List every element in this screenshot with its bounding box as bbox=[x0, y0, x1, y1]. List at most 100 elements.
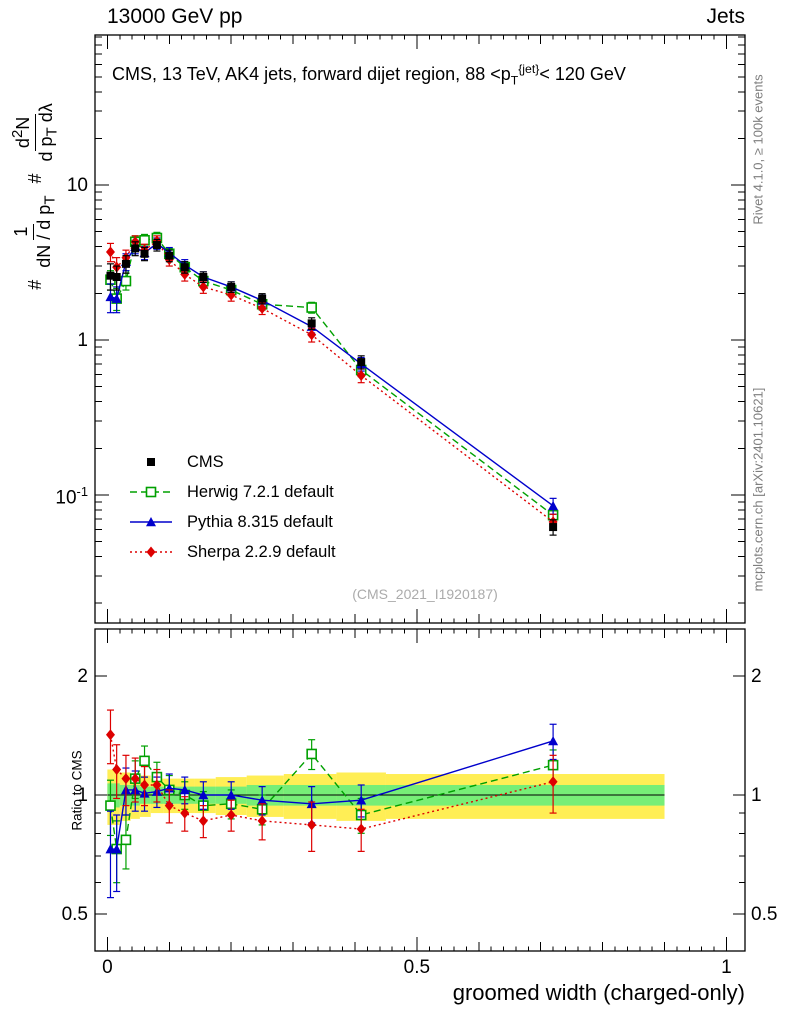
ylabel-frac1-numerator: 1 bbox=[10, 223, 34, 240]
plot-title-text: CMS, 13 TeV, AK4 jets, forward dijet reg… bbox=[112, 64, 511, 84]
legend-label: Herwig 7.2.1 default bbox=[187, 482, 334, 501]
beam-energy-label: 13000 GeV pp bbox=[107, 5, 243, 28]
ylabel-frac2-numerator: d2N bbox=[8, 113, 36, 152]
data-marker bbox=[549, 523, 558, 532]
data-marker bbox=[105, 800, 116, 811]
legend-marker-herwig-7-2-1-default-icon bbox=[130, 486, 172, 498]
x-axis-title: groomed width (charged-only) bbox=[452, 980, 745, 1005]
legend-item-cms: CMS bbox=[128, 447, 336, 477]
y-tick-label-ratio-left: 2 bbox=[77, 666, 88, 687]
data-marker bbox=[152, 779, 162, 791]
data-marker bbox=[306, 302, 317, 313]
data-marker bbox=[106, 271, 115, 280]
legend-item-herwig-7-2-1-default: Herwig 7.2.1 default bbox=[128, 477, 336, 507]
data-marker bbox=[180, 268, 190, 280]
legend: CMS Herwig 7.2.1 default Pythia 8.315 defa… bbox=[128, 447, 336, 567]
data-marker bbox=[140, 779, 150, 791]
y-tick-label-main: 10 bbox=[66, 175, 88, 197]
data-marker bbox=[121, 259, 130, 268]
data-marker bbox=[165, 251, 174, 260]
data-marker bbox=[179, 784, 190, 795]
plot-title-suffix: < 120 GeV bbox=[539, 64, 626, 84]
data-marker bbox=[111, 844, 122, 854]
data-marker bbox=[357, 358, 366, 367]
plot-title: CMS, 13 TeV, AK4 jets, forward dijet reg… bbox=[112, 62, 626, 88]
ratio-uncertainty-bands bbox=[107, 769, 665, 825]
series-cms-main bbox=[106, 238, 558, 536]
data-marker bbox=[307, 329, 317, 341]
y-tick-label-ratio-right: 2 bbox=[751, 666, 762, 687]
data-marker bbox=[145, 486, 157, 498]
data-marker bbox=[180, 263, 189, 272]
plot-title-sup: {jet} bbox=[518, 62, 540, 76]
data-marker bbox=[131, 244, 140, 253]
data-marker bbox=[198, 789, 209, 800]
data-marker bbox=[164, 800, 174, 812]
data-marker bbox=[198, 815, 208, 827]
data-marker bbox=[199, 272, 208, 281]
data-marker bbox=[307, 819, 317, 831]
legend-marker-pythia-8-315-default-icon bbox=[130, 517, 172, 527]
data-marker bbox=[112, 272, 121, 281]
legend-marker-sherpa-2-2-9-default-icon bbox=[130, 546, 172, 558]
y-tick-label-main: 10-1 bbox=[55, 483, 88, 509]
data-marker bbox=[146, 546, 156, 558]
legend-label: Sherpa 2.2.9 default bbox=[187, 542, 336, 561]
data-marker bbox=[112, 764, 122, 776]
data-marker bbox=[257, 795, 268, 805]
data-marker bbox=[226, 789, 237, 800]
data-marker bbox=[120, 275, 132, 287]
legend-label: CMS bbox=[187, 452, 224, 471]
data-marker bbox=[180, 807, 190, 819]
ylabel-frac1-denominator: dN / d pT bbox=[33, 195, 59, 268]
data-marker bbox=[226, 809, 236, 821]
data-marker bbox=[139, 234, 150, 246]
data-marker bbox=[111, 293, 122, 303]
legend-label: Pythia 8.315 default bbox=[187, 512, 333, 531]
plot-title-sub: T bbox=[510, 73, 519, 88]
data-marker bbox=[105, 729, 115, 741]
y-tick-label-ratio-right: 0.5 bbox=[751, 903, 778, 925]
data-marker bbox=[227, 282, 236, 291]
y-tick-label-ratio-left: 0.5 bbox=[61, 903, 88, 925]
data-marker bbox=[146, 517, 156, 527]
data-marker bbox=[120, 834, 132, 846]
data-marker bbox=[548, 735, 559, 746]
analysis-id-watermark: (CMS_2021_I1920187) bbox=[352, 586, 498, 602]
x-tick-label: 0.5 bbox=[403, 957, 431, 978]
x-tick-label: 1 bbox=[721, 957, 732, 978]
rivet-version-note: Rivet 4.1.0, ≥ 100k events bbox=[750, 74, 766, 225]
data-marker bbox=[356, 795, 367, 805]
data-marker bbox=[548, 776, 558, 788]
ratio-plot-frame bbox=[94, 628, 746, 952]
data-marker bbox=[257, 815, 267, 827]
mcplots-attribution-note: mcplots.cern.ch [arXiv:2401.10621] bbox=[750, 387, 766, 592]
data-marker bbox=[356, 369, 366, 381]
data-marker bbox=[147, 458, 155, 466]
ylabel-fraction-1: 1 dN / d pT bbox=[10, 193, 59, 271]
data-marker bbox=[152, 241, 161, 250]
data-marker bbox=[258, 294, 267, 303]
process-label: Jets bbox=[706, 5, 745, 28]
legend-marker-cms-icon bbox=[147, 458, 155, 466]
data-marker bbox=[139, 755, 150, 767]
ylabel-fraction-2: d2N d pT dλ bbox=[8, 100, 61, 164]
legend-item-sherpa-2-2-9-default: Sherpa 2.2.9 default bbox=[128, 537, 336, 567]
y-tick-label-ratio-left: 1 bbox=[77, 784, 88, 806]
x-tick-label: 0 bbox=[102, 957, 113, 978]
ylabel-hash-1: # bbox=[24, 279, 45, 290]
data-marker bbox=[257, 302, 267, 314]
series-sherpa-2-2-9-default-ratio bbox=[105, 709, 558, 852]
y-tick-label-ratio-right: 1 bbox=[751, 784, 762, 806]
data-marker bbox=[121, 773, 131, 785]
axis-ticks bbox=[95, 35, 745, 951]
legend-item-pythia-8-315-default: Pythia 8.315 default bbox=[128, 507, 336, 537]
data-marker bbox=[130, 773, 140, 785]
y-tick-label-main: 1 bbox=[77, 329, 88, 351]
data-marker bbox=[105, 246, 115, 258]
main-plot-frame bbox=[94, 34, 746, 624]
data-marker bbox=[307, 319, 316, 328]
data-marker bbox=[198, 281, 208, 293]
